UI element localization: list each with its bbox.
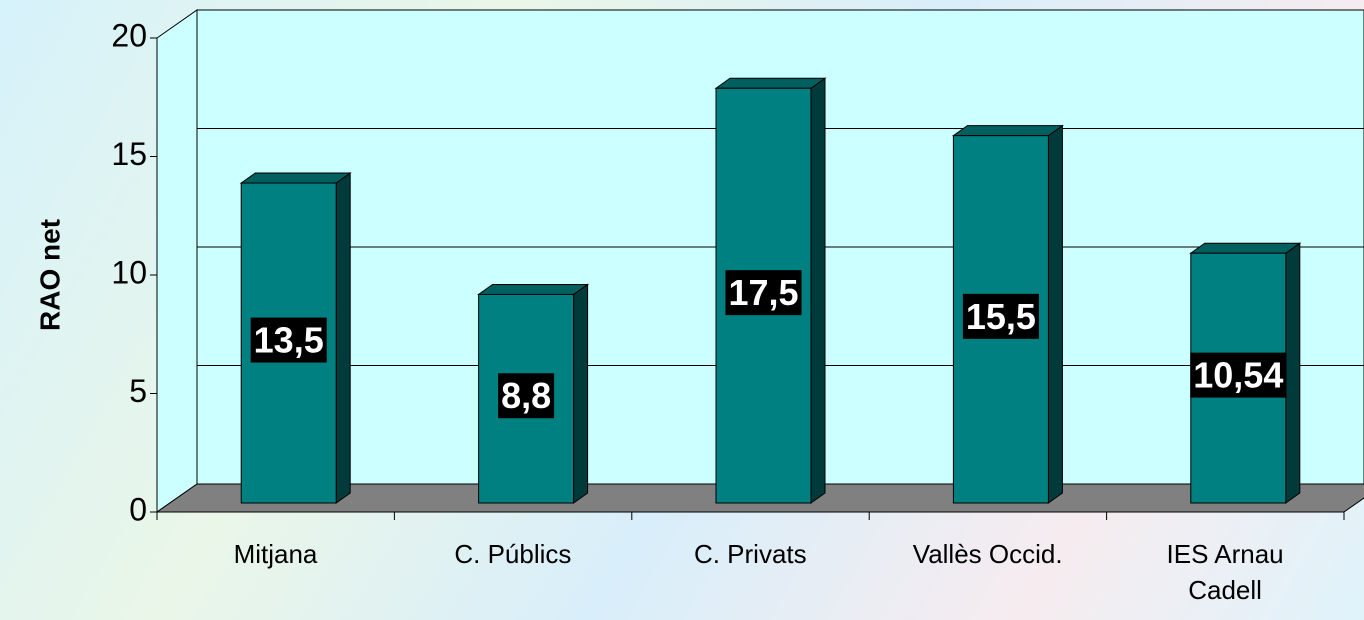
bar-side bbox=[573, 283, 589, 504]
x-tick-label: C. Privats bbox=[693, 539, 807, 569]
bar-top bbox=[239, 172, 352, 184]
data-label-box bbox=[725, 270, 802, 316]
data-label-box bbox=[250, 317, 327, 363]
x-tick-label: IES Arnau Cadell bbox=[1166, 539, 1284, 605]
data-label: 13,5 bbox=[254, 320, 324, 361]
x-tick-label: C. Públics bbox=[454, 539, 572, 569]
y-tick-label: 5 bbox=[129, 373, 147, 409]
y-axis-label: RAO net bbox=[34, 219, 65, 331]
data-label-box bbox=[1190, 352, 1287, 398]
bar-side bbox=[810, 77, 826, 504]
data-label: 8,8 bbox=[501, 375, 551, 416]
data-label-box bbox=[962, 293, 1039, 339]
bar-top bbox=[1189, 242, 1302, 254]
bar-top bbox=[477, 283, 590, 295]
y-tick-label: 10 bbox=[111, 254, 147, 290]
data-label: 17,5 bbox=[728, 272, 798, 313]
data-label: 15,5 bbox=[966, 296, 1036, 337]
x-tick-label: Mitjana bbox=[233, 539, 318, 569]
bar-side bbox=[335, 172, 351, 504]
y-tick-label: 20 bbox=[111, 17, 147, 53]
data-label-box bbox=[498, 373, 555, 419]
bar-side bbox=[1285, 242, 1301, 504]
bar-side bbox=[1047, 124, 1063, 504]
data-label: 10,54 bbox=[1193, 355, 1283, 396]
y-tick-label: 15 bbox=[111, 136, 147, 172]
bar-top bbox=[951, 125, 1064, 137]
side-wall bbox=[156, 9, 198, 513]
bar-top bbox=[714, 77, 827, 89]
y-tick-label: 0 bbox=[129, 491, 147, 527]
x-tick-label: Vallès Occid. bbox=[912, 539, 1063, 569]
